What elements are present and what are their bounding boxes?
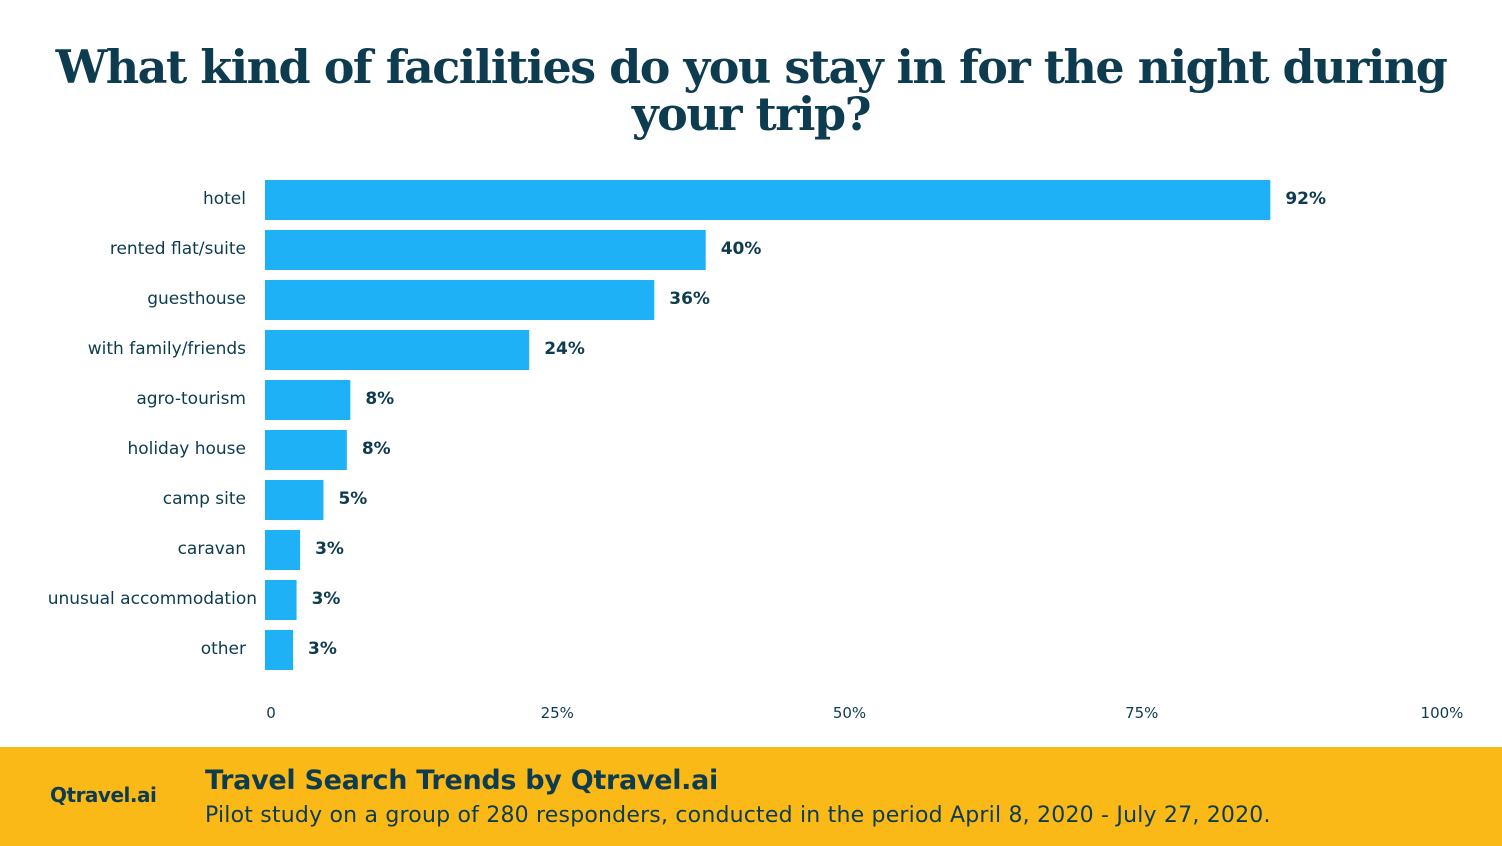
category-label: camp site (163, 489, 246, 509)
bar (265, 380, 351, 420)
category-label: agro-tourism (136, 389, 246, 409)
bar (265, 230, 706, 270)
bar (265, 480, 324, 520)
bar (265, 630, 294, 670)
category-labels: hotel rented flat/suite guesthouse with fam… (48, 189, 257, 659)
bar (265, 530, 301, 570)
category-label: hotel (203, 189, 246, 209)
value-label: 3% (315, 539, 344, 559)
footer-subtitle: Pilot study on a group of 280 responders… (205, 803, 1271, 828)
value-label: 24% (544, 339, 585, 359)
chart-title-text: What kind of facilities do you stay in f… (55, 40, 1448, 141)
bars (265, 180, 1271, 670)
value-label: 36% (669, 289, 710, 309)
category-label: guesthouse (147, 289, 246, 309)
x-axis-ticks: 0 25% 50% 75% 100% (266, 704, 1463, 722)
bar (265, 180, 1271, 220)
category-label: other (201, 639, 246, 659)
category-label: rented flat/suite (110, 239, 246, 259)
value-label: 40% (721, 239, 762, 259)
bar (265, 280, 655, 320)
bar (265, 430, 347, 470)
value-label: 5% (338, 489, 367, 509)
footer-title: Travel Search Trends by Qtravel.ai (205, 765, 718, 796)
brand-logo: Qtravel.ai (50, 783, 157, 807)
value-labels: 92% 40% 36% 24% 8% 8% 5% 3% 3% 3% (308, 189, 1326, 659)
bar (265, 330, 530, 370)
chart-title: What kind of facilities do you stay in f… (0, 44, 1502, 138)
x-tick-label: 25% (541, 704, 574, 722)
category-label: with family/friends (88, 339, 246, 359)
x-tick-label: 100% (1421, 704, 1464, 722)
value-label: 8% (362, 439, 391, 459)
x-tick-label: 0 (266, 704, 276, 722)
value-label: 3% (312, 589, 341, 609)
category-label: caravan (178, 539, 246, 559)
value-label: 92% (1285, 189, 1326, 209)
x-tick-label: 75% (1125, 704, 1158, 722)
x-tick-label: 50% (833, 704, 866, 722)
bar-chart: hotel rented flat/suite guesthouse with fam… (48, 180, 1463, 722)
category-label: unusual accommodation (48, 589, 257, 609)
value-label: 3% (308, 639, 337, 659)
category-label: holiday house (127, 439, 246, 459)
bar (265, 580, 297, 620)
value-label: 8% (365, 389, 394, 409)
footer-banner: Qtravel.ai Travel Search Trends by Qtrav… (0, 747, 1502, 846)
